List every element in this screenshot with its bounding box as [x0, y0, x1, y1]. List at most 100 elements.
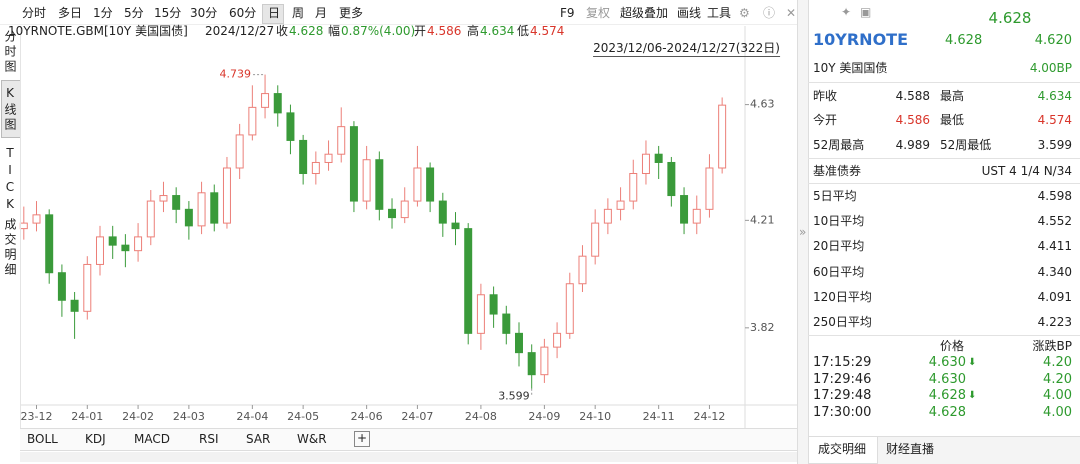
candle-body	[222, 167, 231, 224]
period-active	[262, 4, 284, 24]
candle-body	[235, 134, 244, 169]
x-tick-label: 24-08	[465, 410, 497, 423]
tick-price: 4.630	[928, 355, 966, 370]
average-value: 4.091	[1037, 289, 1072, 304]
icon-plus[interactable]: ✦	[841, 5, 852, 19]
quote-change: 4.00BP	[1029, 61, 1072, 75]
quote-subtitle: 10Y 美国国债	[813, 61, 888, 75]
panel-tab[interactable]: 财经直播	[885, 442, 935, 456]
icon-close[interactable]: ✕	[786, 6, 797, 20]
sidebar-tab[interactable]: 分时图	[3, 30, 17, 75]
panel-line	[808, 335, 1080, 336]
tick-price: 4.628	[928, 404, 966, 420]
stat-value: 4.588	[895, 89, 930, 103]
tool-button[interactable]: F9	[560, 6, 575, 20]
tick-time: 17:15:29	[813, 355, 872, 370]
candle-body	[426, 167, 435, 202]
candle-body	[400, 200, 409, 219]
icon-save[interactable]: ▣	[860, 5, 872, 19]
indicator-tab[interactable]: MACD	[134, 432, 170, 446]
sidebar-tab[interactable]: K线图	[3, 86, 17, 133]
x-tick-label: 24-09	[528, 410, 560, 423]
average-label: 20日平均	[813, 239, 865, 254]
add-indicator[interactable]: +	[354, 431, 370, 447]
candle-body	[121, 244, 130, 252]
icon-settings[interactable]: ⚙	[739, 6, 750, 20]
candle-body	[578, 255, 587, 285]
candle-body	[388, 208, 397, 219]
average-label: 120日平均	[813, 289, 872, 304]
field-value: 0.87%(4.00)	[341, 24, 416, 38]
period-button[interactable]: 更多	[339, 6, 364, 20]
ticks-header: 涨跌BP	[1032, 339, 1072, 353]
tool-button[interactable]: 复权	[586, 6, 611, 20]
icon-help[interactable]: ⓘ	[763, 6, 776, 20]
x-tick-label: 24-07	[401, 410, 433, 423]
field-label: 幅	[328, 24, 341, 38]
x-tick-label: 24-04	[236, 410, 268, 423]
field-label: 开	[414, 24, 427, 38]
period-button[interactable]: 月	[315, 6, 328, 20]
panel-tab[interactable]: 成交明细	[817, 442, 867, 456]
field-value: 4.586	[427, 24, 462, 38]
candle-body	[248, 106, 257, 136]
indicator-tab[interactable]: KDJ	[85, 432, 106, 446]
tool-button[interactable]: 工具	[707, 6, 732, 20]
indicator-tab[interactable]: W&R	[297, 432, 327, 446]
candle-body	[324, 153, 333, 163]
panel-line	[808, 82, 1080, 83]
stat-value: 4.634	[1037, 89, 1072, 103]
period-button[interactable]: 日	[268, 6, 281, 20]
period-button[interactable]: 分时	[22, 6, 47, 20]
period-button[interactable]: 60分	[229, 6, 257, 20]
period-button[interactable]: 周	[292, 6, 305, 20]
candle-body	[32, 214, 41, 224]
period-button[interactable]: 1分	[93, 6, 113, 20]
tick-change: 4.20	[1043, 371, 1072, 387]
indicator-tab[interactable]: BOLL	[27, 432, 58, 446]
candle-body	[489, 294, 498, 315]
tick-change: 4.20	[1043, 355, 1072, 370]
sidebar-tab[interactable]: TICK	[3, 146, 17, 214]
tick-arrow: ⬇	[968, 357, 977, 368]
indicator-tab[interactable]: SAR	[246, 432, 271, 446]
period-button[interactable]: 30分	[190, 6, 218, 20]
candle-body	[311, 161, 320, 175]
average-value: 4.552	[1037, 214, 1072, 229]
x-tick-label: 24-10	[579, 410, 611, 423]
candle-body	[413, 167, 422, 202]
x-tick-label: 24-03	[173, 410, 205, 423]
tick-time: 17:30:00	[813, 404, 872, 420]
candle-body	[197, 192, 206, 227]
date: 2024/12/27	[205, 24, 275, 38]
average-value: 4.598	[1037, 189, 1072, 203]
tool-button[interactable]: 超级叠加	[620, 6, 669, 20]
candle-body	[172, 195, 181, 210]
candle-body	[692, 208, 701, 224]
tick-change: 4.00	[1043, 404, 1072, 420]
candle-body	[134, 236, 143, 252]
collapse-icon[interactable]: »	[799, 225, 807, 239]
field-label: 高	[467, 24, 480, 38]
candle-body	[540, 346, 549, 376]
tool-button[interactable]: 画线	[677, 6, 702, 20]
candle-body	[464, 228, 473, 334]
period-button[interactable]: 15分	[154, 6, 182, 20]
candle-body	[667, 161, 676, 197]
candle-body	[616, 200, 625, 210]
candle-body	[375, 159, 384, 210]
indicator-tab[interactable]: RSI	[199, 432, 219, 446]
candle-body	[680, 195, 689, 224]
candle-body	[641, 153, 650, 175]
top-border	[0, 24, 800, 25]
candle-body	[286, 112, 295, 141]
candle-body	[476, 294, 485, 334]
bid: 4.628	[945, 33, 983, 48]
period-button[interactable]: 多日	[58, 6, 83, 20]
average-value: 4.340	[1037, 264, 1072, 279]
period-button[interactable]: 5分	[124, 6, 144, 20]
candle-body	[527, 352, 536, 376]
candle-body	[70, 299, 79, 312]
sidebar-tab[interactable]: 成交明细	[3, 218, 17, 278]
